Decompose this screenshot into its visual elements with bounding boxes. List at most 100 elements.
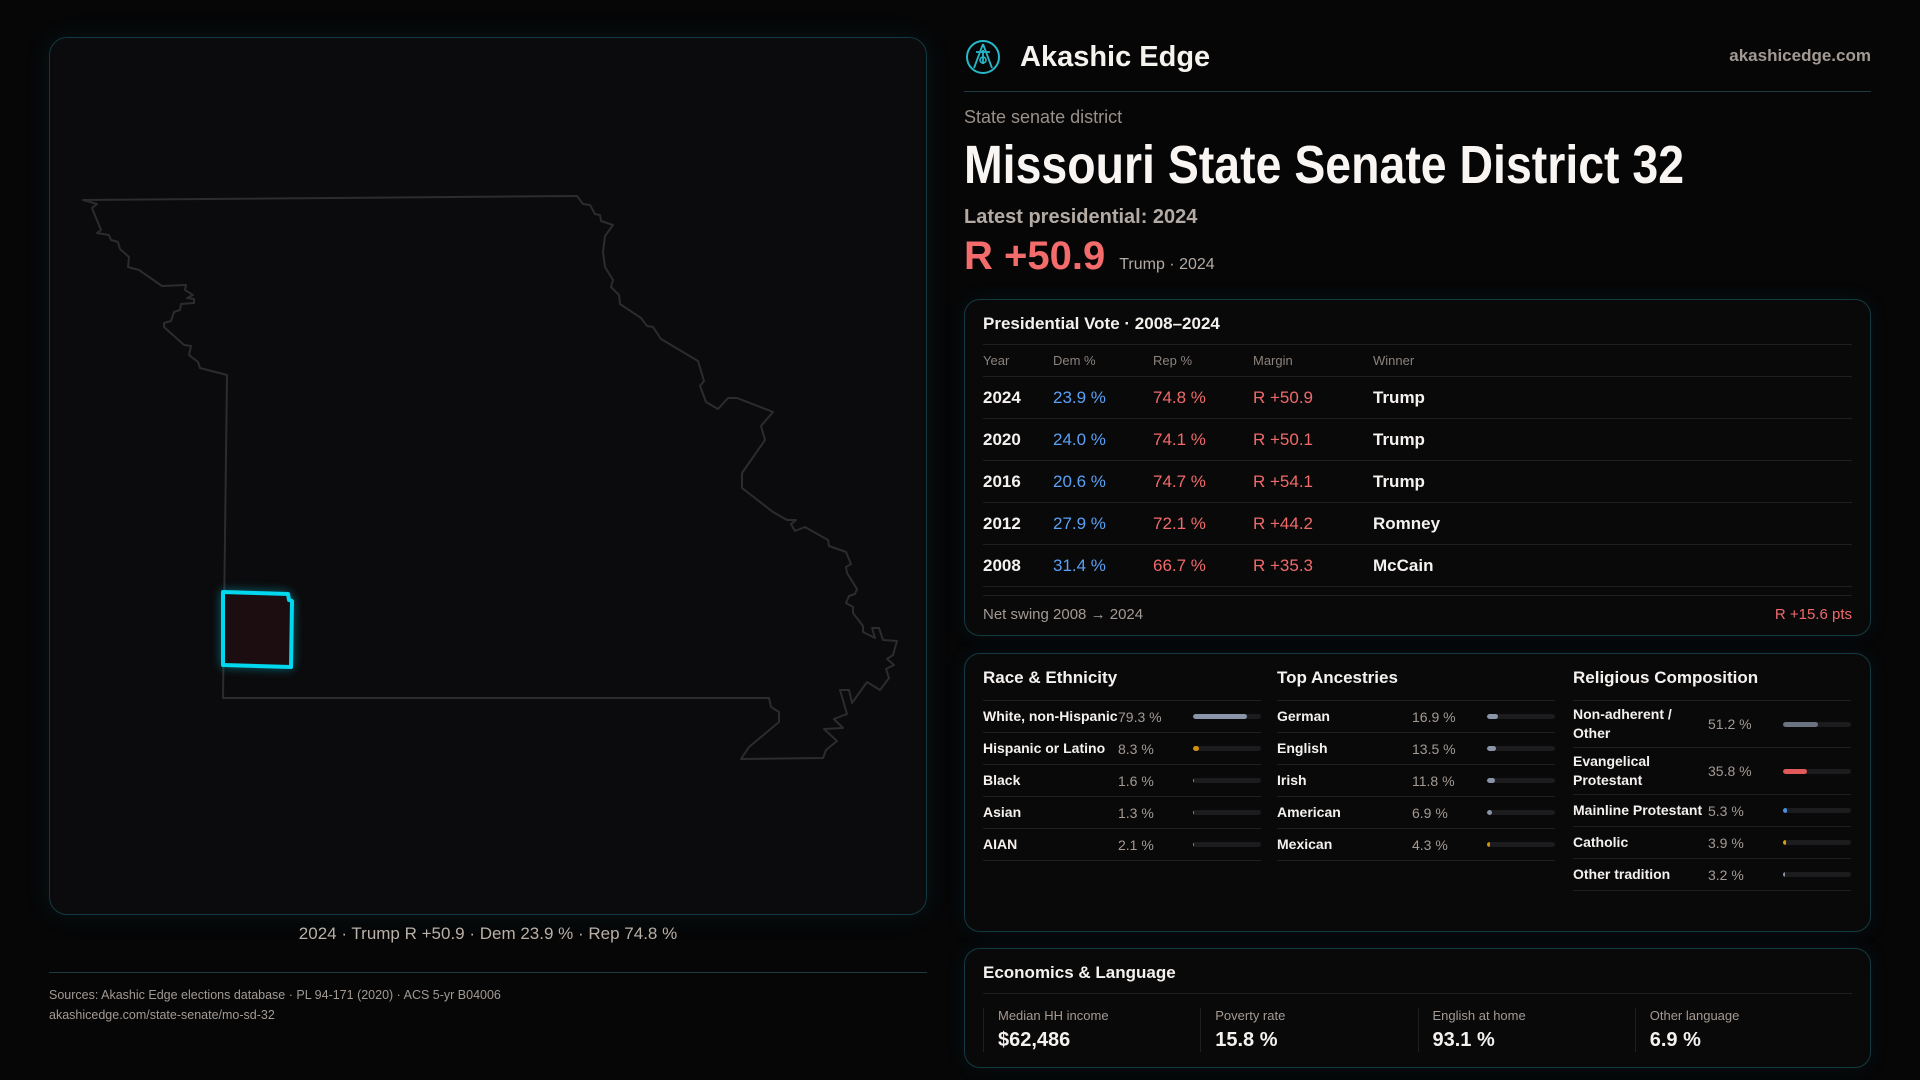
col-dem: Dem %	[1053, 353, 1096, 368]
dem-cell: 23.9 %	[1053, 387, 1106, 407]
rep-cell: 74.1 %	[1153, 429, 1206, 449]
list-item: Evangelical Protestant 35.8 %	[1573, 748, 1851, 795]
item-name: Mainline Protestant	[1573, 802, 1703, 818]
margin-cell: R +50.9	[1253, 387, 1314, 407]
item-bar-fill	[1487, 810, 1492, 815]
item-bar-track	[1783, 768, 1851, 774]
list-item: Catholic 3.9 %	[1573, 827, 1851, 859]
brand[interactable]: Akashic Edge	[964, 38, 1210, 76]
winner-cell: Trump	[1373, 387, 1425, 407]
item-name: German	[1277, 708, 1330, 724]
item-bar-track	[1783, 872, 1851, 877]
list-item: Hispanic or Latino 8.3 %	[983, 733, 1261, 765]
item-bar-fill	[1193, 746, 1199, 751]
page-title: Missouri State Senate District 32	[964, 135, 1685, 195]
stat-value: 6.9 %	[1649, 1029, 1701, 1051]
item-bar-fill	[1193, 778, 1195, 783]
item-percent: 79.3 %	[1118, 708, 1162, 725]
list-item: American 6.9 %	[1277, 797, 1555, 829]
latest-presidential: Latest presidential: 2024	[964, 206, 1198, 228]
item-name: Irish	[1277, 772, 1307, 788]
item-name: English	[1277, 740, 1328, 756]
stat-tile: Poverty rate 15.8 %	[1200, 1008, 1417, 1052]
list-item: Black 1.6 %	[983, 765, 1261, 797]
rep-cell: 74.7 %	[1153, 471, 1206, 491]
stat-value: $62,486	[998, 1029, 1071, 1051]
net-swing: Net swing 2008 → 2024 R +15.6 pts	[983, 595, 1852, 623]
item-bar-fill	[1193, 810, 1195, 815]
item-bar-track	[1487, 778, 1555, 783]
table-row: 2016 20.6 % 74.7 % R +54.1 Trump	[983, 461, 1852, 503]
stat-tile: Median HH income $62,486	[983, 1008, 1200, 1052]
item-name: Mexican	[1277, 836, 1333, 852]
brand-name: Akashic Edge	[1020, 40, 1211, 73]
year-cell: 2012	[983, 513, 1021, 533]
item-percent: 6.9 %	[1412, 804, 1448, 821]
item-bar-track	[1193, 810, 1261, 815]
item-percent: 3.2 %	[1708, 866, 1744, 883]
dem-cell: 24.0 %	[1053, 429, 1106, 449]
item-bar-track	[1487, 810, 1555, 815]
item-bar-fill	[1487, 842, 1490, 847]
net-swing-value: R +15.6 pts	[1774, 606, 1852, 623]
item-bar-track	[1487, 746, 1555, 751]
item-bar-fill	[1487, 714, 1499, 719]
item-percent: 35.8 %	[1708, 763, 1752, 779]
item-percent: 4.3 %	[1412, 836, 1448, 853]
stat-tile: Other language 6.9 %	[1634, 1008, 1852, 1052]
winner-cell: Romney	[1373, 513, 1441, 533]
headline-margin: R +50.9	[964, 234, 1106, 278]
table-row: 2012 27.9 % 72.1 % R +44.2 Romney	[983, 503, 1852, 545]
item-bar-fill	[1783, 768, 1808, 774]
card-title: Economics & Language	[983, 963, 1852, 994]
state-outline	[82, 195, 898, 760]
list-item: Mexican 4.3 %	[1277, 829, 1555, 861]
district-32-shape[interactable]	[221, 590, 294, 669]
item-bar-fill	[1193, 714, 1247, 719]
year-cell: 2016	[983, 471, 1021, 491]
table-row: 2020 24.0 % 74.1 % R +50.1 Trump	[983, 419, 1852, 461]
stat-value: 15.8 %	[1215, 1029, 1278, 1051]
item-bar-track	[1193, 746, 1261, 751]
item-bar-track	[1487, 842, 1555, 847]
section-title: Race & Ethnicity	[983, 668, 1261, 701]
list-item: White, non-Hispanic 79.3 %	[983, 701, 1261, 733]
map-panel[interactable]	[49, 37, 927, 915]
list-item: AIAN 2.1 %	[983, 829, 1261, 861]
item-bar-fill	[1193, 842, 1195, 847]
state-map[interactable]	[50, 38, 928, 916]
section-title: Religious Composition	[1573, 668, 1851, 701]
item-name: Evangelical Protestant	[1573, 753, 1651, 788]
item-bar-track	[1783, 840, 1851, 845]
winner-cell: Trump	[1373, 429, 1425, 449]
page-url[interactable]: akashicedge.com/state-senate/mo-sd-32	[49, 1008, 275, 1022]
margin-cell: R +54.1	[1253, 471, 1314, 491]
item-name: Hispanic or Latino	[983, 740, 1106, 756]
item-percent: 51.2 %	[1708, 716, 1752, 732]
site-link[interactable]: akashicedge.com	[1729, 46, 1871, 65]
item-percent: 1.3 %	[1118, 804, 1154, 821]
list-item: Irish 11.8 %	[1277, 765, 1555, 797]
list-item: Other tradition 3.2 %	[1573, 859, 1851, 891]
margin-cell: R +50.1	[1253, 429, 1314, 449]
winner-cell: Trump	[1373, 471, 1425, 491]
item-bar-track	[1783, 721, 1851, 727]
item-percent: 11.8 %	[1412, 772, 1455, 789]
ancestry-section: Top Ancestries German 16.9 % English 13.5 %…	[1277, 668, 1555, 861]
rep-cell: 66.7 %	[1153, 555, 1206, 575]
margin-cell: R +35.3	[1253, 555, 1314, 575]
item-percent: 2.1 %	[1118, 836, 1154, 853]
sources: Sources: Akashic Edge elections database…	[49, 988, 501, 1002]
item-name: Catholic	[1573, 834, 1629, 850]
stat-label: English at home	[1432, 1008, 1526, 1023]
year-cell: 2024	[983, 387, 1021, 407]
item-bar-fill	[1783, 808, 1787, 813]
map-caption: 2024 · Trump R +50.9 · Dem 23.9 % · Rep …	[298, 924, 678, 943]
rep-cell: 74.8 %	[1153, 387, 1206, 407]
year-cell: 2020	[983, 429, 1021, 449]
compass-emblem-icon	[966, 40, 1000, 74]
item-bar-fill	[1783, 872, 1786, 877]
item-bar-track	[1193, 714, 1261, 719]
item-bar-fill	[1487, 746, 1497, 751]
item-bar-track	[1783, 808, 1851, 813]
